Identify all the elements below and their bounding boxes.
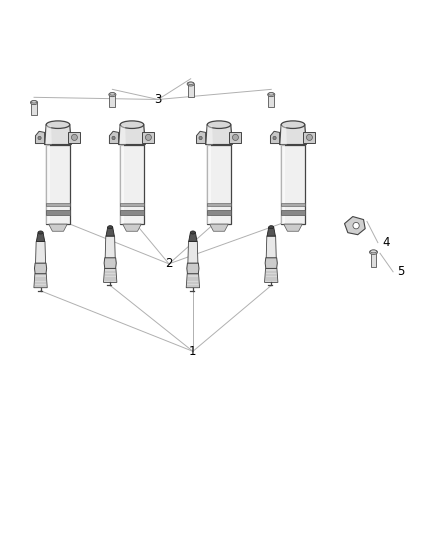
Text: 2: 2 <box>165 257 173 270</box>
Ellipse shape <box>46 121 70 128</box>
Polygon shape <box>197 131 205 143</box>
Ellipse shape <box>370 250 377 253</box>
Polygon shape <box>229 132 241 143</box>
Polygon shape <box>35 241 46 263</box>
Ellipse shape <box>109 93 116 96</box>
Polygon shape <box>281 144 305 224</box>
Ellipse shape <box>188 82 194 84</box>
Polygon shape <box>187 263 199 274</box>
Polygon shape <box>266 236 276 258</box>
Polygon shape <box>265 269 278 282</box>
Ellipse shape <box>269 225 274 229</box>
Polygon shape <box>35 131 45 143</box>
Polygon shape <box>189 232 197 241</box>
Polygon shape <box>46 144 50 224</box>
Polygon shape <box>120 210 145 215</box>
Polygon shape <box>141 132 154 143</box>
Ellipse shape <box>353 222 359 229</box>
Polygon shape <box>31 102 37 115</box>
Polygon shape <box>281 144 285 224</box>
Polygon shape <box>210 224 228 231</box>
Ellipse shape <box>30 101 38 104</box>
Polygon shape <box>46 144 71 224</box>
Polygon shape <box>105 236 115 258</box>
Ellipse shape <box>145 134 152 141</box>
Polygon shape <box>303 132 315 143</box>
Ellipse shape <box>38 136 41 140</box>
Polygon shape <box>281 210 305 215</box>
Polygon shape <box>271 131 279 143</box>
Polygon shape <box>49 224 67 231</box>
Ellipse shape <box>307 134 312 141</box>
Polygon shape <box>371 252 376 266</box>
Ellipse shape <box>108 225 113 229</box>
Ellipse shape <box>268 93 275 96</box>
Polygon shape <box>120 144 145 224</box>
Text: 4: 4 <box>382 236 390 249</box>
Polygon shape <box>120 126 126 144</box>
Ellipse shape <box>191 231 195 234</box>
Ellipse shape <box>71 134 78 141</box>
Polygon shape <box>187 84 194 97</box>
Polygon shape <box>46 126 52 144</box>
Polygon shape <box>279 125 306 144</box>
Polygon shape <box>207 144 211 224</box>
Polygon shape <box>186 274 200 288</box>
Ellipse shape <box>120 121 144 128</box>
Polygon shape <box>120 203 145 206</box>
Polygon shape <box>207 210 231 215</box>
Polygon shape <box>45 125 71 144</box>
Polygon shape <box>110 131 119 143</box>
Ellipse shape <box>273 136 276 140</box>
Text: 1: 1 <box>189 345 197 358</box>
Polygon shape <box>267 227 276 236</box>
Polygon shape <box>268 94 274 108</box>
Text: 3: 3 <box>154 93 162 106</box>
Polygon shape <box>120 144 124 224</box>
Polygon shape <box>34 274 47 288</box>
Polygon shape <box>123 224 141 231</box>
Polygon shape <box>207 203 231 206</box>
Polygon shape <box>207 144 231 224</box>
Ellipse shape <box>187 82 194 86</box>
Polygon shape <box>67 132 80 143</box>
Polygon shape <box>205 125 233 144</box>
Polygon shape <box>46 210 71 215</box>
Polygon shape <box>188 241 198 263</box>
Polygon shape <box>345 216 365 235</box>
Ellipse shape <box>370 250 378 254</box>
Ellipse shape <box>207 121 231 128</box>
Polygon shape <box>265 258 277 269</box>
Polygon shape <box>110 94 116 108</box>
Polygon shape <box>35 263 46 274</box>
Polygon shape <box>281 203 305 206</box>
Polygon shape <box>106 227 114 236</box>
Ellipse shape <box>268 93 274 95</box>
Polygon shape <box>119 125 145 144</box>
Polygon shape <box>284 224 302 231</box>
Ellipse shape <box>112 136 115 140</box>
Text: 5: 5 <box>397 265 405 278</box>
Polygon shape <box>36 232 45 241</box>
Ellipse shape <box>281 121 305 128</box>
Ellipse shape <box>110 93 115 95</box>
Ellipse shape <box>38 231 43 234</box>
Polygon shape <box>104 258 116 269</box>
Polygon shape <box>281 126 287 144</box>
Ellipse shape <box>233 134 238 141</box>
Ellipse shape <box>199 136 202 140</box>
Polygon shape <box>207 126 213 144</box>
Ellipse shape <box>31 101 37 103</box>
Polygon shape <box>46 203 71 206</box>
Polygon shape <box>103 269 117 282</box>
